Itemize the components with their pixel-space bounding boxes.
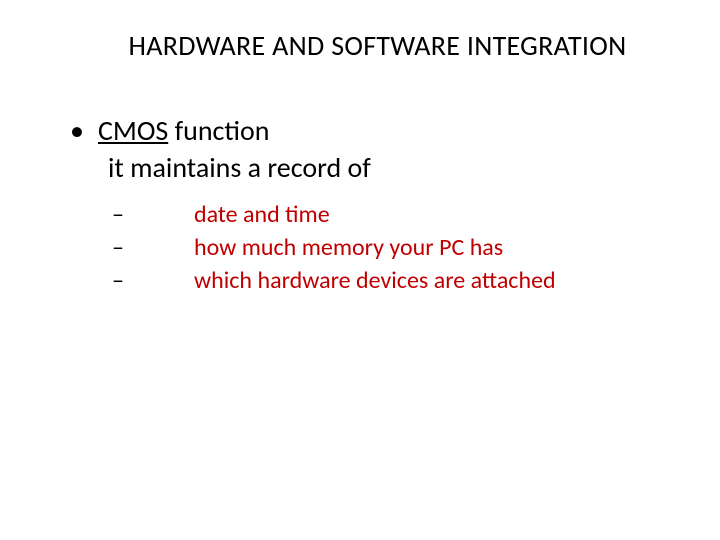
term-underlined: CMOS [98,113,168,148]
bullet-text: CMOS function [98,113,270,148]
bullet-line: • CMOS function [70,113,670,148]
item-text: date and time [194,199,330,230]
dash-marker: – [112,266,194,295]
item-text: which hardware devices are attached [194,265,556,296]
slide-title: HARDWARE AND SOFTWARE INTEGRATION [85,28,670,63]
list-item: – which hardware devices are attached [112,265,670,296]
slide-container: HARDWARE AND SOFTWARE INTEGRATION • CMOS… [0,0,720,540]
dash-marker: – [112,200,194,229]
bullet-rest: function [168,113,269,148]
bullet-marker: • [70,117,84,145]
list-item: – how much memory your PC has [112,232,670,263]
item-text: how much memory your PC has [194,232,503,263]
dash-marker: – [112,233,194,262]
subtitle-line: it maintains a record of [108,150,670,185]
sub-list: – date and time – how much memory your P… [112,199,670,297]
list-item: – date and time [112,199,670,230]
